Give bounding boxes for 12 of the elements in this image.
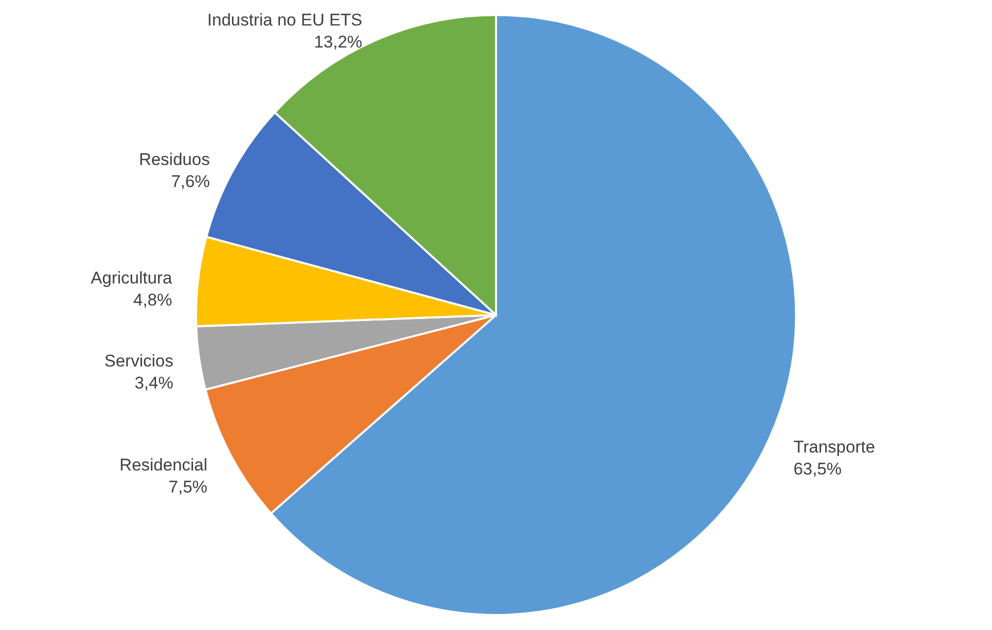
- data-label: 4,8%: [133, 290, 172, 310]
- slice-label: Servicios: [104, 351, 174, 370]
- slice-label: Agricultura: [90, 268, 173, 288]
- data-label: 63,5%: [793, 460, 842, 479]
- data-label: 13,2%: [314, 32, 362, 52]
- slice-label: Residencial: [120, 456, 208, 475]
- slice-label: Transporte: [793, 438, 876, 457]
- slice-label: Industria no EU ETS: [207, 10, 362, 30]
- slice-label: Residuos: [138, 150, 210, 169]
- data-label: 7,5%: [168, 478, 208, 497]
- data-label: 3,4%: [134, 373, 174, 392]
- data-label: 7,6%: [171, 172, 210, 191]
